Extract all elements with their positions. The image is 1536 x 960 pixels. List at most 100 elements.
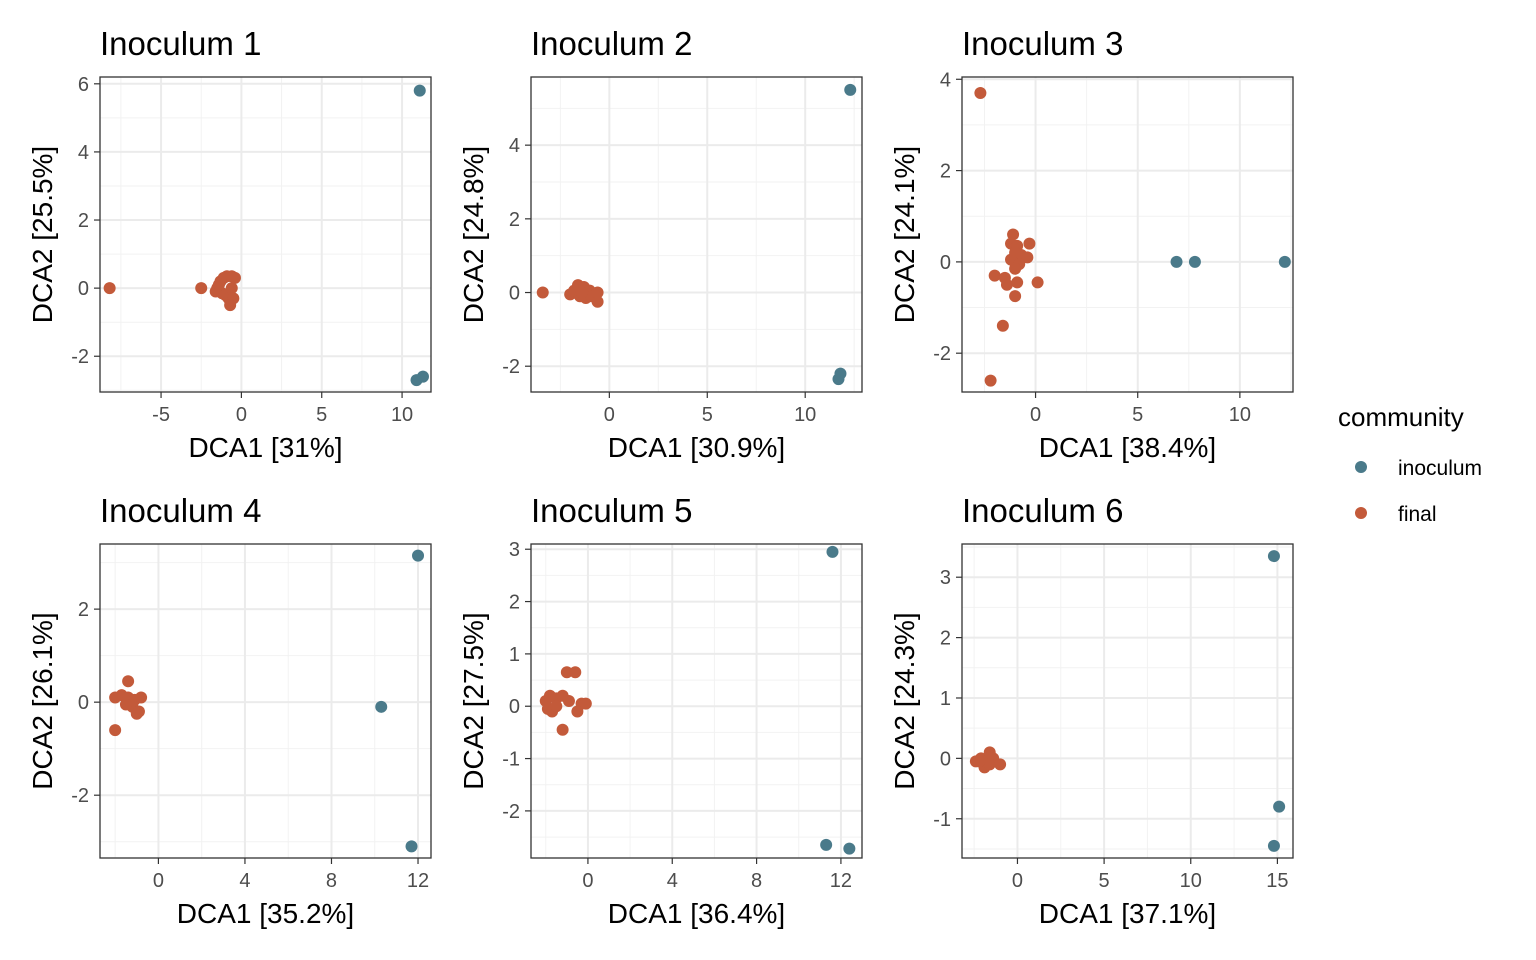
point-inoculum <box>843 842 856 855</box>
x-tick-label: 5 <box>316 404 327 426</box>
legend-key-inoculum <box>1355 461 1367 473</box>
y-tick-label: 0 <box>940 252 951 274</box>
point-final <box>988 269 1001 282</box>
panel-title: Inoculum 3 <box>962 25 1123 62</box>
x-axis-title: DCA1 [36.4%] <box>608 898 785 929</box>
x-tick-label: 0 <box>604 404 615 426</box>
panel-border <box>961 76 1294 393</box>
point-inoculum <box>375 700 388 713</box>
point-inoculum <box>832 373 845 386</box>
panel-6: 0 5 10 15 -1 0 1 2 3 Inoculum 6 DCA1 [37.1%] DCA2 [… <box>889 492 1294 929</box>
point-final <box>569 666 582 679</box>
point-inoculum <box>820 838 833 851</box>
panel-border <box>99 76 432 393</box>
point-final <box>974 86 987 99</box>
x-tick-label: 15 <box>1266 870 1288 892</box>
y-tick-label: 3 <box>509 539 520 561</box>
legend: community inoculum final <box>1338 402 1482 526</box>
point-inoculum <box>1267 550 1280 563</box>
panel-3: 0 5 10 -2 0 2 4 Inoculum 3 DCA1 [38.4%] DCA2 [24.… <box>889 25 1294 463</box>
panel-border <box>530 76 863 393</box>
y-tick-label: 2 <box>509 592 520 614</box>
point-final <box>536 286 549 299</box>
y-tick-label: 2 <box>940 161 951 183</box>
point-inoculum <box>412 549 425 562</box>
x-tick-label: 0 <box>236 404 247 426</box>
x-tick-label: 10 <box>1229 404 1251 426</box>
x-tick-label: 4 <box>239 870 250 892</box>
point-final <box>1009 262 1022 275</box>
x-tick-label: 0 <box>1012 870 1023 892</box>
panel-title: Inoculum 1 <box>100 25 261 62</box>
x-tick-label: 12 <box>407 870 429 892</box>
point-final <box>1021 251 1034 264</box>
point-final <box>571 705 584 718</box>
panel-title: Inoculum 5 <box>531 492 692 529</box>
panel-title: Inoculum 4 <box>100 492 261 529</box>
point-final <box>228 271 241 284</box>
point-final <box>560 666 573 679</box>
y-tick-label: -1 <box>502 749 520 771</box>
point-final <box>983 758 996 771</box>
point-inoculum <box>416 370 429 383</box>
x-tick-label: 10 <box>391 404 413 426</box>
x-tick-label: 0 <box>582 870 593 892</box>
point-final <box>103 282 116 295</box>
y-tick-label: -2 <box>502 356 520 378</box>
x-tick-label: 8 <box>326 870 337 892</box>
y-tick-label: 6 <box>78 74 89 96</box>
point-final <box>973 755 986 768</box>
point-final <box>122 675 135 688</box>
x-tick-label: 5 <box>1099 870 1110 892</box>
legend-label-final: final <box>1398 503 1437 526</box>
x-tick-label: 0 <box>1030 404 1041 426</box>
panel-border <box>961 543 1294 859</box>
point-inoculum <box>413 84 426 97</box>
y-tick-label: 2 <box>78 210 89 232</box>
point-inoculum <box>1267 839 1280 852</box>
point-final <box>579 697 592 710</box>
y-tick-label: -2 <box>502 801 520 823</box>
x-tick-label: 5 <box>702 404 713 426</box>
plot-background <box>531 77 862 392</box>
point-inoculum <box>1170 255 1183 268</box>
point-final <box>130 707 143 720</box>
point-final <box>195 282 208 295</box>
y-axis-title: DCA2 [24.1%] <box>889 146 920 323</box>
point-final <box>984 374 997 387</box>
y-tick-label: 0 <box>78 692 89 714</box>
point-final <box>556 723 569 736</box>
y-tick-label: 2 <box>78 599 89 621</box>
x-tick-label: 8 <box>751 870 762 892</box>
point-final <box>1000 278 1013 291</box>
point-final <box>119 698 132 711</box>
x-tick-label: 0 <box>153 870 164 892</box>
legend-label-inoculum: inoculum <box>1398 457 1482 480</box>
point-final <box>1009 290 1022 303</box>
panel-2: 0 5 10 -2 0 2 4 Inoculum 2 DCA1 [30.9%] DCA2 [24.… <box>458 25 863 463</box>
point-inoculum <box>844 83 857 96</box>
y-axis-title: DCA2 [26.1%] <box>27 612 58 789</box>
panel-4: 0 4 8 12 -2 0 2 Inoculum 4 DCA1 [35.2%] DCA2 [26.… <box>27 492 432 929</box>
x-axis-title: DCA1 [35.2%] <box>177 898 354 929</box>
y-axis-title: DCA2 [24.3%] <box>889 612 920 789</box>
y-tick-label: -2 <box>71 785 89 807</box>
point-final <box>591 286 604 299</box>
point-final <box>212 278 225 291</box>
y-tick-label: 3 <box>940 567 951 589</box>
panel-border <box>530 543 863 859</box>
point-final <box>135 691 148 704</box>
x-tick-label: -5 <box>152 404 170 426</box>
y-tick-label: 4 <box>78 142 89 164</box>
x-tick-label: 5 <box>1132 404 1143 426</box>
y-tick-label: 4 <box>509 135 520 157</box>
y-axis-title: DCA2 [24.8%] <box>458 146 489 323</box>
panel-title: Inoculum 2 <box>531 25 692 62</box>
y-axis-title: DCA2 [25.5%] <box>27 146 58 323</box>
y-tick-label: 1 <box>509 644 520 666</box>
point-inoculum <box>1188 255 1201 268</box>
y-tick-label: 2 <box>509 209 520 231</box>
